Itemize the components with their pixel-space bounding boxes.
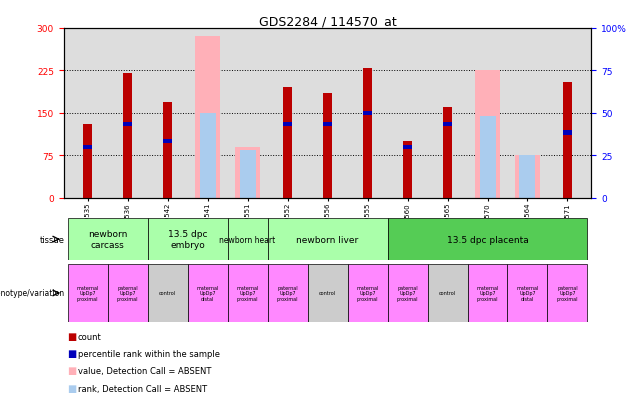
- Text: newborn liver: newborn liver: [296, 235, 359, 244]
- Bar: [563, 131, 572, 135]
- Bar: [148, 219, 228, 260]
- Text: control: control: [439, 291, 456, 296]
- Text: control: control: [319, 291, 336, 296]
- Bar: [323, 123, 332, 127]
- Text: control: control: [159, 291, 176, 296]
- Bar: [363, 69, 372, 198]
- Text: maternal
UpDp7
proximal: maternal UpDp7 proximal: [476, 285, 499, 301]
- Text: genotype/variation: genotype/variation: [0, 289, 64, 298]
- Text: maternal
UpDp7
distal: maternal UpDp7 distal: [197, 285, 219, 301]
- Bar: [443, 123, 452, 127]
- Text: 13.5 dpc placenta: 13.5 dpc placenta: [446, 235, 529, 244]
- Bar: [443, 108, 452, 198]
- Bar: [387, 264, 427, 322]
- Text: paternal
UpDp7
proximal: paternal UpDp7 proximal: [397, 285, 418, 301]
- Bar: [403, 142, 412, 198]
- Bar: [323, 94, 332, 198]
- Bar: [67, 264, 107, 322]
- Text: ■: ■: [67, 331, 76, 341]
- Bar: [107, 264, 148, 322]
- Bar: [548, 264, 588, 322]
- Bar: [148, 264, 188, 322]
- Bar: [520, 156, 536, 198]
- Bar: [480, 116, 495, 198]
- Bar: [387, 219, 588, 260]
- Text: ■: ■: [67, 383, 76, 393]
- Text: count: count: [78, 332, 101, 341]
- Bar: [83, 145, 92, 150]
- Text: paternal
UpDp7
proximal: paternal UpDp7 proximal: [277, 285, 298, 301]
- Text: ■: ■: [67, 348, 76, 358]
- Text: maternal
UpDp7
proximal: maternal UpDp7 proximal: [76, 285, 99, 301]
- Text: newborn
carcass: newborn carcass: [88, 230, 127, 249]
- Text: maternal
UpDp7
proximal: maternal UpDp7 proximal: [237, 285, 259, 301]
- Bar: [308, 264, 347, 322]
- Bar: [563, 83, 572, 198]
- Text: paternal
UpDp7
proximal: paternal UpDp7 proximal: [117, 285, 139, 301]
- Bar: [240, 150, 256, 198]
- Text: tissue: tissue: [39, 235, 64, 244]
- Bar: [123, 123, 132, 127]
- Text: newborn heart: newborn heart: [219, 235, 275, 244]
- Bar: [228, 264, 268, 322]
- Bar: [268, 219, 387, 260]
- Bar: [67, 219, 148, 260]
- Bar: [508, 264, 548, 322]
- Text: 13.5 dpc
embryo: 13.5 dpc embryo: [168, 230, 207, 249]
- Bar: [283, 88, 292, 198]
- Bar: [195, 37, 220, 198]
- Text: rank, Detection Call = ABSENT: rank, Detection Call = ABSENT: [78, 384, 207, 393]
- Bar: [235, 147, 260, 198]
- Bar: [268, 264, 308, 322]
- Text: ■: ■: [67, 366, 76, 375]
- Bar: [283, 123, 292, 127]
- Bar: [363, 112, 372, 116]
- Bar: [123, 74, 132, 198]
- Bar: [163, 140, 172, 144]
- Title: GDS2284 / 114570_at: GDS2284 / 114570_at: [259, 15, 396, 28]
- Bar: [403, 145, 412, 150]
- Bar: [347, 264, 387, 322]
- Bar: [515, 156, 541, 198]
- Bar: [228, 219, 268, 260]
- Bar: [474, 71, 501, 198]
- Text: maternal
UpDp7
proximal: maternal UpDp7 proximal: [356, 285, 378, 301]
- Bar: [200, 114, 216, 198]
- Bar: [188, 264, 228, 322]
- Text: paternal
UpDp7
proximal: paternal UpDp7 proximal: [556, 285, 578, 301]
- Text: maternal
UpDp7
distal: maternal UpDp7 distal: [516, 285, 539, 301]
- Bar: [427, 264, 467, 322]
- Text: value, Detection Call = ABSENT: value, Detection Call = ABSENT: [78, 366, 211, 375]
- Bar: [83, 125, 92, 198]
- Text: percentile rank within the sample: percentile rank within the sample: [78, 349, 219, 358]
- Bar: [467, 264, 508, 322]
- Bar: [163, 102, 172, 198]
